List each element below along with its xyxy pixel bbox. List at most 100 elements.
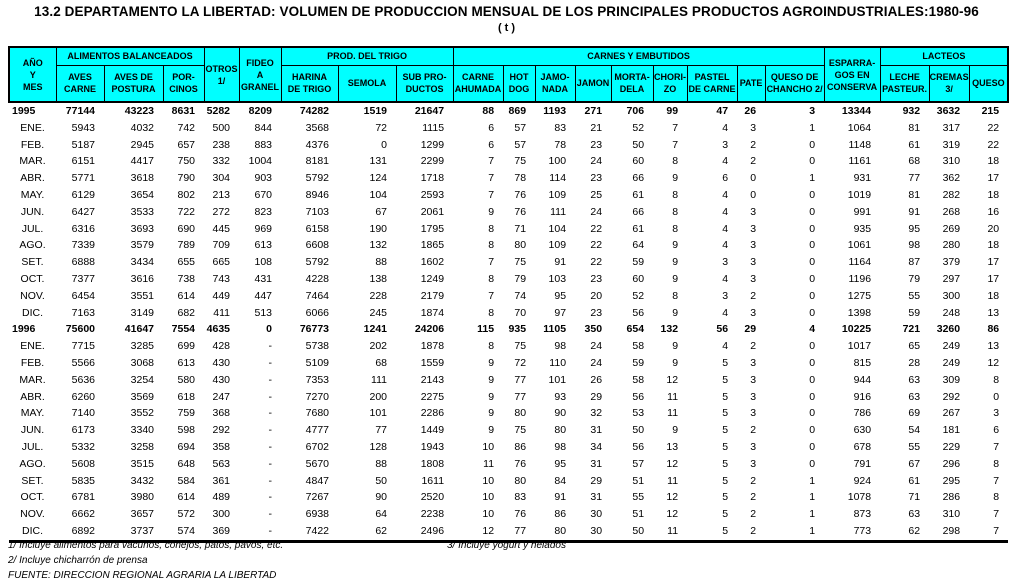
table-cell: 78: [514, 172, 527, 185]
row-label: SET.: [21, 256, 44, 269]
table-cell: 6427: [71, 205, 95, 218]
table-cell: 12: [666, 508, 679, 521]
table-cell: 2520: [420, 491, 445, 504]
table-cell: 98: [908, 239, 921, 252]
table-cell: 300: [212, 508, 231, 521]
table-cell: 823: [254, 205, 273, 218]
table-cell: 430: [212, 356, 231, 369]
table-cell: 93: [554, 390, 567, 403]
table-cell: 131: [369, 155, 388, 168]
table-cell: -: [268, 474, 273, 487]
table-cell: 2593: [420, 188, 445, 201]
table-cell: 2286: [420, 407, 445, 420]
table-cell: 247: [212, 390, 231, 403]
table-cell: 101: [369, 407, 388, 420]
table-cell: 63: [908, 390, 921, 403]
table-cell: 12: [987, 356, 1000, 369]
table-cell: 75: [514, 155, 527, 168]
table-cell: 580: [177, 373, 196, 386]
table-row: ABR. 5771 3618 790 304 903 5792 124 1718 7 78 114 23…: [9, 170, 1008, 187]
table-cell: 3654: [130, 188, 154, 201]
table-cell: 4032: [130, 121, 154, 134]
table-cell: 3568: [305, 121, 330, 134]
table-cell: 430: [212, 373, 231, 386]
table-cell: 18: [987, 289, 1000, 302]
table-cell: 91: [554, 256, 567, 269]
table-row: ENE. 7715 3285 699 428-5738 202 1878 8 75 98 24 58 9…: [9, 338, 1008, 355]
table-cell: 9: [488, 424, 495, 437]
table-cell: 5566: [71, 356, 95, 369]
table-cell: 80: [514, 474, 527, 487]
table-cell: 57: [514, 121, 527, 134]
table-cell: 7103: [305, 205, 330, 218]
table-row: AGO. 5608 3515 648 563-5670 88 1808 11 76 95 31 57 1…: [9, 456, 1008, 473]
col-header-fideo-a-granel: FIDEO A GRANEL: [238, 46, 282, 103]
table-cell: 24206: [414, 323, 445, 336]
table-cell: 23: [590, 272, 603, 285]
table-cell: 200: [369, 390, 388, 403]
table-cell: 95: [554, 289, 567, 302]
table-cell: 69: [908, 407, 921, 420]
row-label: JUN.: [20, 424, 45, 437]
table-cell: 3: [722, 138, 729, 151]
table-cell: 0: [809, 407, 816, 420]
col-header-queso-de-chancho: QUESO DE CHANCHO 2/: [764, 64, 825, 103]
table-cell: 654: [626, 323, 645, 336]
row-label: FEB.: [20, 138, 45, 151]
table-cell: 6454: [71, 289, 95, 302]
table-cell: 3: [750, 205, 757, 218]
table-cell: 22: [590, 239, 603, 252]
table-cell: 0: [809, 424, 816, 437]
table-cell: 10: [482, 474, 495, 487]
table-cell: 3432: [130, 474, 154, 487]
table-cell: 76773: [299, 323, 330, 336]
group-header-carnes-y-embutidos: CARNES Y EMBUTIDOS: [452, 46, 825, 66]
table-cell: 9: [488, 390, 495, 403]
table-cell: 58: [632, 373, 645, 386]
table-cell: 3258: [130, 440, 154, 453]
table-cell: 790: [177, 172, 196, 185]
table-cell: 1017: [847, 340, 872, 353]
table-cell: 24: [590, 356, 603, 369]
table-cell: 6: [722, 172, 729, 185]
table-cell: 309: [942, 373, 961, 386]
table-cell: 72: [514, 356, 527, 369]
table-cell: 114: [549, 172, 567, 185]
table-cell: 682: [177, 306, 196, 319]
row-label: JUL.: [21, 440, 44, 453]
table-cell: 0: [809, 356, 816, 369]
table-cell: 8: [993, 457, 1000, 470]
table-cell: 80: [554, 524, 567, 537]
table-cell: 98: [554, 440, 567, 453]
table-cell: 2: [750, 340, 757, 353]
table-cell: 24: [590, 205, 603, 218]
row-label: MAR.: [19, 155, 46, 168]
table-cell: 916: [853, 390, 872, 403]
table-cell: 6702: [305, 440, 330, 453]
table-cell: 5: [722, 524, 729, 537]
table-cell: 1398: [847, 306, 872, 319]
table-cell: 132: [369, 239, 388, 252]
table-cell: -: [268, 424, 273, 437]
table-cell: 738: [177, 272, 196, 285]
row-label: JUN.: [20, 205, 45, 218]
table-cell: 90: [554, 407, 567, 420]
table-cell: 298: [942, 524, 961, 537]
table-row: ABR. 6260 3569 618 247 - 7270 200 2275 9 77 93 29 56 1…: [9, 389, 1008, 406]
table-cell: 332: [212, 155, 231, 168]
table-cell: 9: [672, 239, 679, 252]
table-cell: 77: [514, 390, 527, 403]
table-cell: 8: [672, 155, 679, 168]
row-label: AGO.: [19, 239, 46, 252]
table-cell: 54: [908, 424, 921, 437]
table-cell: 7163: [71, 306, 95, 319]
table-cell: -: [268, 491, 273, 504]
table-cell: 229: [942, 440, 961, 453]
table-cell: 51: [632, 474, 645, 487]
table-cell: 8: [488, 239, 495, 252]
table-cell: 0: [809, 256, 816, 269]
table-cell: 9: [672, 172, 679, 185]
table-cell: 361: [212, 474, 231, 487]
table-cell: 56: [632, 440, 645, 453]
